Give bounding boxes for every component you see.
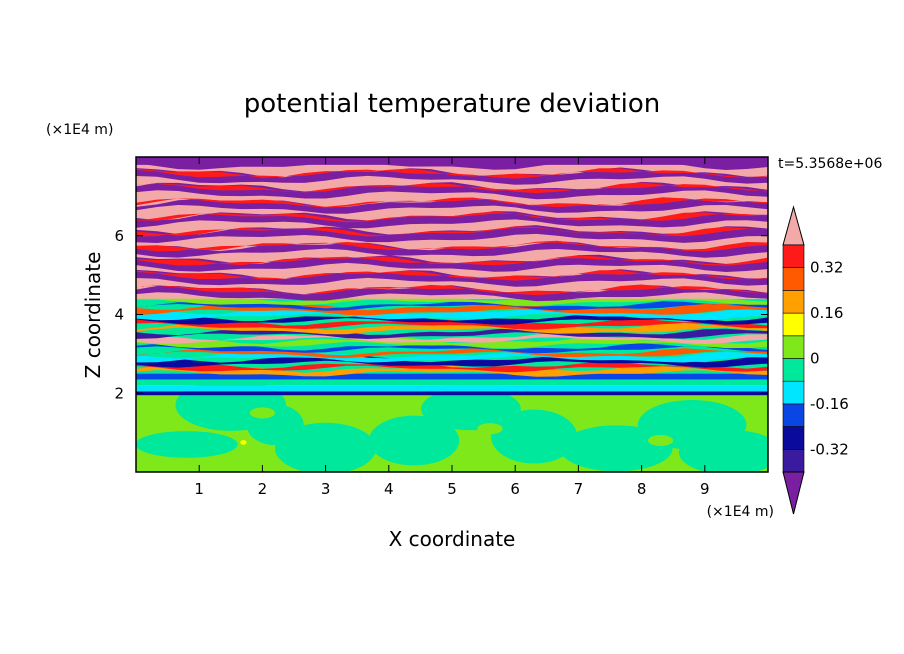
field-band bbox=[136, 211, 768, 223]
x-axis-unit: (×1E4 m) bbox=[707, 504, 774, 520]
field-band bbox=[136, 343, 768, 354]
field-region bbox=[136, 391, 768, 396]
field-region bbox=[136, 385, 768, 392]
x-tick-label: 9 bbox=[700, 480, 710, 498]
colorbar-extend-min bbox=[782, 471, 805, 515]
field-band bbox=[136, 225, 768, 243]
field-blob bbox=[368, 415, 460, 466]
colorbar-tick-label: -0.32 bbox=[810, 440, 849, 458]
x-tick-label: 2 bbox=[258, 480, 268, 498]
colorbar-band bbox=[782, 244, 805, 269]
colorbar-tick-label: 0.16 bbox=[810, 304, 843, 322]
field-band bbox=[136, 322, 768, 335]
chart-title: potential temperature deviation bbox=[244, 89, 660, 119]
x-tick-label: 4 bbox=[384, 480, 394, 498]
field-band bbox=[136, 307, 768, 321]
field-band bbox=[136, 255, 768, 266]
field-region bbox=[136, 379, 768, 386]
x-axis-label: X coordinate bbox=[389, 527, 516, 551]
field-band bbox=[136, 361, 768, 373]
colorbar-band bbox=[782, 403, 805, 427]
field-band bbox=[136, 181, 768, 200]
x-tick-label: 6 bbox=[510, 480, 520, 498]
field-band bbox=[136, 240, 768, 252]
colorbar-band bbox=[782, 267, 805, 291]
field-band bbox=[136, 270, 768, 281]
colorbar-band bbox=[782, 290, 805, 314]
colorbar-band bbox=[782, 426, 805, 450]
time-label: t=5.3568e+06 bbox=[778, 156, 882, 172]
field-band bbox=[136, 284, 768, 296]
field-blob bbox=[560, 425, 673, 472]
field-band bbox=[136, 182, 768, 194]
colorbar-tick-label: 0.32 bbox=[810, 259, 843, 277]
field-band bbox=[136, 197, 768, 214]
field-blob bbox=[477, 423, 503, 435]
colorbar-band bbox=[782, 380, 805, 405]
field-band bbox=[136, 241, 768, 258]
y-tick-label: 4 bbox=[114, 306, 124, 324]
y-axis: 2 4 6 bbox=[114, 227, 768, 402]
colorbar-tick-label: 0 bbox=[810, 350, 820, 368]
field-band bbox=[136, 168, 768, 179]
field-blob bbox=[678, 429, 768, 472]
field-band bbox=[136, 333, 768, 344]
field-blob bbox=[249, 407, 276, 419]
y-tick-label: 6 bbox=[114, 227, 124, 245]
field-band bbox=[136, 197, 768, 208]
field-blob bbox=[136, 431, 238, 458]
field-band bbox=[136, 314, 768, 325]
colorbar-band bbox=[782, 335, 805, 359]
field-blob bbox=[275, 422, 377, 472]
colorbar-extend-max bbox=[782, 205, 805, 246]
field-heatmap bbox=[136, 157, 768, 472]
colorbar-band bbox=[782, 312, 805, 337]
field-band bbox=[136, 355, 768, 368]
field-band bbox=[136, 301, 768, 311]
field-band bbox=[136, 318, 768, 330]
y-axis-label: Z coordinate bbox=[81, 252, 105, 379]
x-tick-label: 5 bbox=[447, 480, 457, 498]
x-tick-label: 8 bbox=[637, 480, 647, 498]
field-band bbox=[136, 365, 768, 377]
y-axis-unit: (×1E4 m) bbox=[46, 122, 113, 138]
x-tick-label: 1 bbox=[194, 480, 204, 498]
field-region bbox=[136, 373, 768, 380]
colorbar-band bbox=[782, 448, 805, 473]
field-blob bbox=[491, 409, 578, 464]
field-blob bbox=[421, 387, 521, 431]
field-blob bbox=[647, 434, 674, 447]
colorbar-band bbox=[782, 358, 805, 382]
field-blob bbox=[240, 440, 247, 445]
y-tick-label: 2 bbox=[114, 384, 124, 402]
x-tick-label: 3 bbox=[321, 480, 331, 498]
colorbar-tick-label: -0.16 bbox=[810, 395, 849, 413]
x-tick-label: 7 bbox=[574, 480, 584, 498]
field-band bbox=[136, 285, 768, 302]
x-axis: 1 2 3 4 5 6 7 8 9 bbox=[194, 157, 710, 498]
colorbar: 0.32 0.16 0 -0.16 -0.32 bbox=[782, 205, 849, 515]
